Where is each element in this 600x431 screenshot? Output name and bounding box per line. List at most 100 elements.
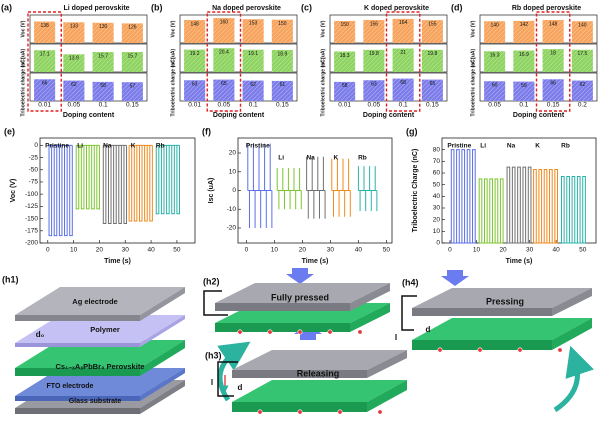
slab-side: [552, 318, 592, 350]
charge: [297, 409, 303, 415]
series-label: K: [333, 155, 338, 162]
y-axis-label: Triboelectric charge (nC): [170, 57, 176, 116]
bar-hatch: [63, 80, 85, 101]
value-label: 58: [100, 83, 106, 89]
wire: [217, 361, 238, 397]
slab-front: [215, 303, 350, 311]
value-label: 63: [371, 82, 377, 88]
slab-side: [350, 283, 390, 311]
panel-label: (g): [406, 126, 418, 136]
y-tick-label: -75: [29, 179, 39, 186]
y-tick-label: 50: [433, 181, 441, 188]
bar-hatch: [421, 20, 443, 43]
pulse: [456, 149, 460, 243]
pulse: [461, 149, 466, 243]
plot-frame: [39, 137, 196, 244]
slab-top: [412, 318, 592, 340]
value-label: 19.8: [428, 51, 438, 57]
value-label: 66: [42, 81, 48, 87]
charge: [437, 347, 443, 353]
bar-hatch: [34, 79, 56, 101]
value-label: 19.1: [248, 51, 258, 57]
wire: [203, 290, 228, 316]
bar-hatch: [63, 22, 85, 43]
value-label: 133: [70, 24, 79, 30]
slab-side: [552, 288, 592, 316]
x-axis-label: Doping content: [63, 112, 115, 119]
value-label: 15.7: [128, 53, 138, 59]
slab-front: [232, 370, 367, 378]
y-tick-label: -125: [25, 203, 38, 210]
bar-hatch: [542, 49, 564, 72]
bar-hatch: [121, 52, 143, 72]
subplot-frame: [479, 43, 598, 73]
pulse: [522, 166, 527, 243]
value-label: 130: [99, 24, 108, 30]
x-tick-label: 50: [579, 247, 587, 254]
slab-front: [15, 315, 140, 321]
bar-hatch: [484, 21, 506, 43]
pulse: [160, 145, 165, 215]
x-tick-label: 20: [499, 247, 507, 254]
x-tick-label: 0.1: [399, 102, 408, 109]
slab-top: [412, 288, 592, 308]
y-tick-label: 0: [436, 240, 440, 247]
highlight-box: [27, 11, 62, 112]
value-label: 59: [521, 83, 527, 89]
value-label: 148: [190, 21, 199, 27]
pulse: [133, 145, 138, 222]
value-label: 18.3: [340, 53, 350, 59]
diagram-label: I: [395, 333, 397, 342]
bar-hatch: [92, 81, 114, 101]
y-axis-label: Isc (uA): [20, 49, 26, 68]
diagram-label: Pressing: [486, 296, 524, 306]
bar-hatch: [271, 19, 293, 43]
pulse: [53, 145, 58, 237]
subplot-frame: [179, 43, 298, 73]
pulse: [86, 145, 90, 210]
x-tick-label: 0.1: [99, 102, 108, 109]
value-label: 18: [550, 50, 556, 56]
value-label: 60: [492, 83, 498, 89]
y-tick-label: -100: [25, 191, 38, 198]
bar-hatch: [421, 79, 443, 101]
y-tick-label: 60: [433, 170, 441, 177]
x-tick-label: 0.1: [519, 102, 528, 109]
pulse: [483, 178, 488, 243]
value-label: 140: [490, 23, 499, 29]
slab-front: [412, 340, 552, 350]
pulse: [527, 166, 532, 243]
pulse: [176, 145, 180, 215]
panel-label: (h1): [2, 274, 19, 284]
slab-top: [215, 283, 390, 303]
series-label: Rb: [156, 143, 165, 150]
series-label: Li: [278, 155, 284, 162]
value-label: 68: [400, 80, 406, 86]
bar-hatch: [334, 51, 356, 72]
pulse: [58, 145, 63, 237]
x-tick-label: 0.2: [578, 102, 587, 109]
slab-top: [15, 315, 185, 343]
slab-top: [232, 350, 407, 370]
pulse: [517, 166, 521, 243]
value-label: 150: [278, 21, 287, 27]
bar-hatch: [392, 18, 414, 43]
bar-hatch: [513, 50, 535, 72]
bar-hatch: [184, 19, 206, 43]
y-tick-label: 10: [229, 168, 237, 175]
bar-hatch: [484, 51, 506, 72]
x-axis-label: Time (s): [104, 258, 131, 265]
y-tick-label: 20: [433, 216, 441, 223]
y-tick-label: 10: [433, 228, 441, 235]
series-label: K: [535, 143, 540, 150]
value-label: 160: [220, 19, 229, 25]
panel-label: (h4): [402, 277, 419, 287]
bar-hatch: [334, 81, 356, 101]
x-tick-label: 20: [96, 247, 104, 254]
y-axis-label: Triboelectric charge (nC): [320, 57, 326, 116]
diagram-label: Polymer: [90, 325, 120, 334]
value-label: 57: [130, 84, 136, 90]
panel-label: (e): [4, 126, 15, 136]
pulse: [566, 176, 570, 243]
